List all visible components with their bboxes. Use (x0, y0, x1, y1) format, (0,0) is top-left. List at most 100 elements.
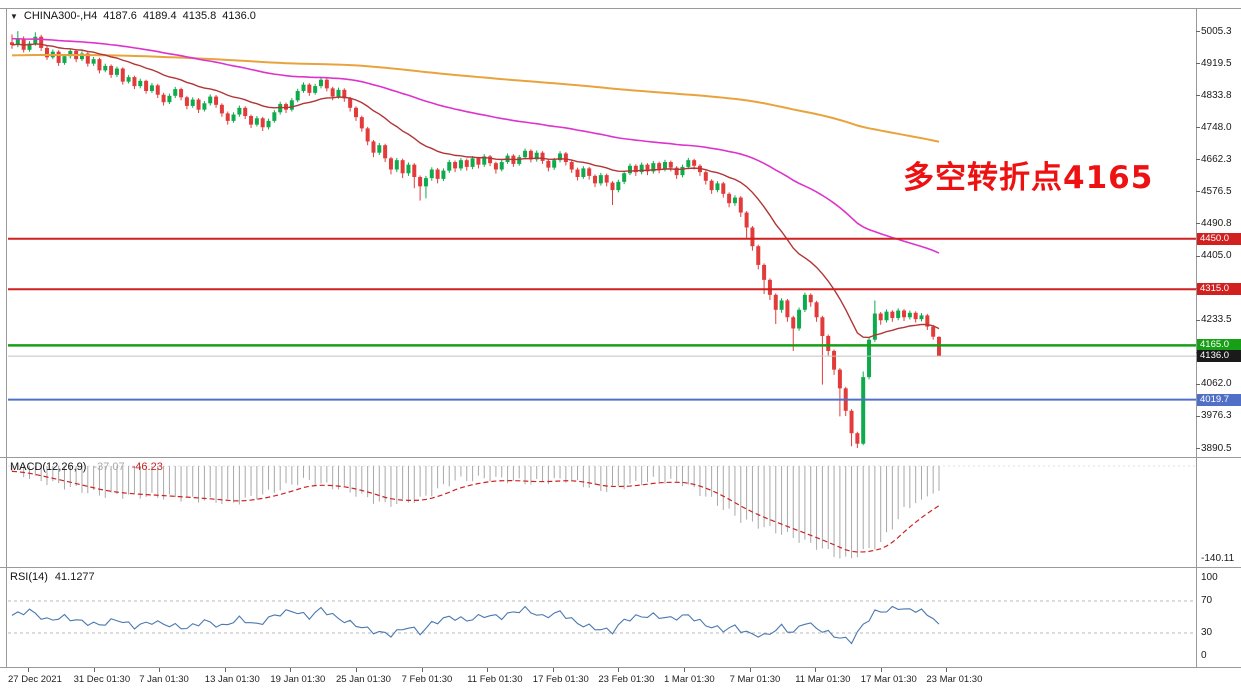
candle-body (33, 36, 38, 44)
candle-body (715, 183, 720, 191)
frame-top (0, 8, 1241, 9)
candle-body (528, 150, 533, 160)
symbol-dropdown-icon[interactable]: ▼ (10, 11, 18, 21)
price-axis-tick-mark (1196, 159, 1200, 161)
candle-body (610, 182, 615, 191)
candle-body (348, 98, 353, 108)
candle-body (604, 175, 609, 183)
candle-body (435, 169, 440, 179)
candle-body (546, 160, 551, 168)
rsi-axis-tick: 70 (1201, 595, 1213, 606)
candle-body (674, 167, 679, 176)
candle-body (703, 172, 708, 181)
candle-body (662, 162, 667, 170)
candle-body (208, 96, 213, 104)
candle-body (878, 313, 883, 321)
candle-body (867, 339, 872, 378)
rsi-indicator-label: RSI(14) 41.1277 (10, 571, 95, 583)
candle-body (190, 99, 195, 106)
time-axis-tick-mark (684, 668, 685, 672)
price-axis-tick-mark (1196, 383, 1200, 385)
candle-body (837, 369, 842, 389)
candle-body (388, 158, 393, 170)
candle-body (791, 317, 796, 329)
candle-body (400, 160, 405, 174)
candle-body (138, 80, 143, 87)
candle-body (237, 107, 242, 115)
candle-body (289, 100, 294, 110)
candle-body (756, 246, 761, 265)
candle-body (657, 163, 662, 170)
macd-name: MACD(12,26,9) (10, 461, 87, 473)
candle-body (406, 164, 411, 174)
time-axis-tick-mark (93, 668, 95, 672)
candle-body (458, 160, 463, 169)
candle-body (563, 153, 568, 163)
time-axis-tick-mark (290, 668, 292, 672)
candle-body (15, 38, 20, 45)
candle-body (243, 107, 248, 117)
candle-body (307, 84, 312, 93)
price-axis-tick-mark (1196, 63, 1200, 65)
macd-signal-line (11, 470, 940, 553)
candle-body (651, 163, 656, 172)
candle-body (155, 85, 160, 95)
candle-body (429, 169, 434, 179)
candle-body (738, 197, 743, 213)
price-badge-4315.0: 4315.0 (1197, 283, 1241, 296)
candle-body (581, 168, 586, 177)
time-axis-tick-mark (356, 668, 357, 672)
candle-body (97, 59, 102, 71)
price-axis-tick-mark (1196, 95, 1200, 97)
candle-body (196, 99, 201, 110)
candle-body (587, 168, 592, 176)
candle-body (569, 162, 574, 170)
candle-body (464, 160, 469, 167)
time-axis-label: 31 Dec 01:30 (73, 674, 131, 685)
candle-body (919, 315, 924, 320)
time-axis-tick-mark (618, 668, 620, 672)
candle-body (260, 118, 265, 128)
candle-body (132, 77, 137, 87)
candle-body (79, 53, 84, 60)
candle-body (913, 312, 918, 320)
time-axis-label: 13 Jan 01:30 (204, 674, 260, 685)
candle-body (149, 85, 154, 91)
candle-body (161, 94, 166, 103)
pivot-annotation-text: 多空转折点4165 (903, 160, 1154, 196)
time-axis-label: 7 Feb 01:30 (401, 674, 453, 685)
candle-body (628, 165, 632, 174)
candle-body (254, 118, 259, 125)
candle-body (785, 300, 790, 318)
candle-body (27, 43, 32, 50)
candle-body (103, 65, 108, 71)
candle-body (832, 350, 837, 370)
candle-body (931, 326, 936, 337)
candle-body (534, 152, 539, 160)
time-axis-label: 11 Mar 01:30 (795, 674, 851, 685)
price-axis-tick: 4405.0 (1201, 250, 1232, 262)
candle-body (499, 162, 504, 170)
price-axis-tick-mark (1196, 191, 1200, 193)
price-axis-tick: 4062.0 (1201, 378, 1232, 390)
candle-body (470, 158, 475, 167)
candle-body (219, 104, 224, 114)
candle-body (453, 162, 458, 169)
candle-body (336, 89, 341, 97)
candle-body (779, 300, 784, 310)
candle-body (85, 53, 90, 64)
candle-body (861, 377, 866, 444)
candle-body (394, 160, 399, 170)
candle-body (44, 47, 49, 58)
separator-price-macd (0, 457, 1241, 458)
time-axis-tick-mark (421, 668, 423, 672)
candle-body (762, 264, 767, 280)
candle-body (808, 294, 813, 303)
rsi-value: 41.1277 (54, 571, 95, 583)
candle-body (488, 156, 493, 164)
price-axis-tick-mark (1196, 448, 1200, 449)
time-axis-label: 23 Feb 01:30 (598, 674, 655, 685)
frame-left (6, 8, 7, 667)
price-axis-tick: 3890.5 (1201, 442, 1232, 454)
